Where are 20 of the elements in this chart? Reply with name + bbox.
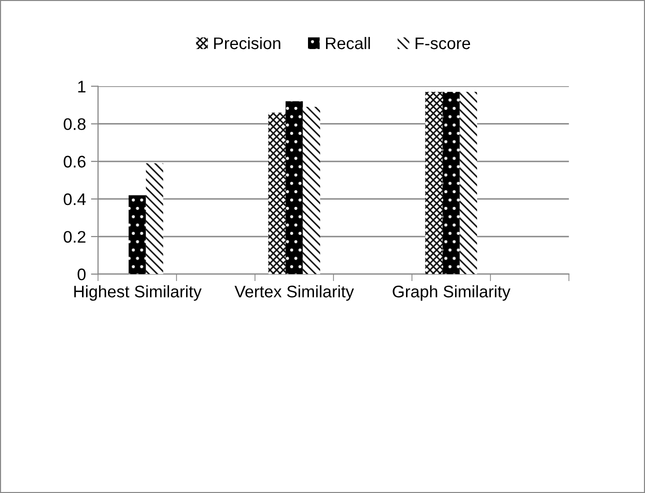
bar (442, 92, 460, 274)
y-tick-label: 0.8 (64, 118, 86, 130)
bar (268, 112, 286, 274)
x-tick-label: Vertex Similarity (234, 285, 354, 301)
y-tick-label: 1 (78, 80, 86, 92)
y-tick-label: 0.6 (64, 156, 86, 168)
bar (302, 106, 320, 274)
x-tick-label: Highest Similarity (74, 285, 202, 301)
y-tick-label: 0.2 (64, 230, 86, 243)
y-tick-label: 0.4 (64, 193, 86, 206)
bar (460, 92, 478, 274)
bar (286, 101, 303, 274)
bar (128, 195, 146, 274)
legend-label: Precision (214, 36, 280, 50)
y-tick-label: 0 (78, 268, 86, 280)
x-tick-label: Graph Similarity (392, 285, 510, 301)
legend-label: Recall (326, 36, 370, 50)
bar (146, 163, 164, 274)
bar (425, 92, 443, 274)
legend-label: F-score (416, 38, 470, 50)
